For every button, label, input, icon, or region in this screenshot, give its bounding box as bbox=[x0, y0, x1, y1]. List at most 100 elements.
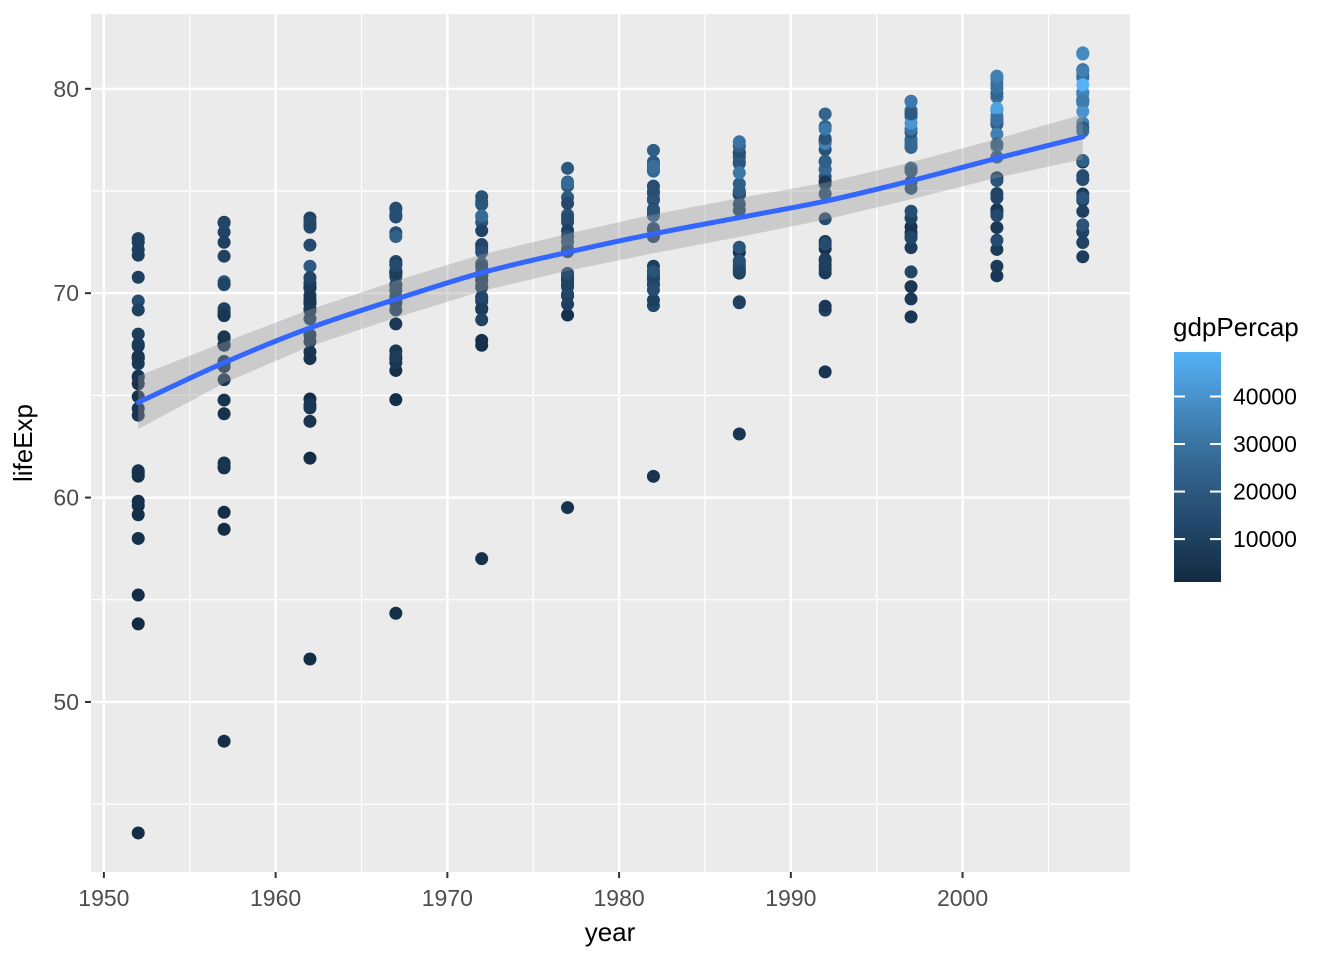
x-tick-label: 1960 bbox=[250, 885, 301, 911]
data-point bbox=[1076, 93, 1090, 107]
data-point bbox=[303, 238, 317, 252]
y-tick-label: 70 bbox=[53, 280, 79, 306]
data-point bbox=[131, 377, 145, 391]
data-point bbox=[131, 588, 145, 602]
data-point bbox=[561, 266, 575, 280]
confidence-ribbon bbox=[138, 114, 1083, 430]
grid-minor bbox=[91, 14, 1130, 872]
data-point bbox=[904, 231, 918, 245]
data-point bbox=[1076, 204, 1090, 218]
data-point bbox=[131, 232, 145, 246]
data-point bbox=[732, 135, 746, 149]
data-point bbox=[990, 269, 1004, 283]
data-point bbox=[131, 303, 145, 317]
data-point bbox=[561, 176, 575, 190]
data-point bbox=[303, 334, 317, 348]
data-point bbox=[990, 242, 1004, 256]
data-point bbox=[217, 734, 231, 748]
data-point bbox=[1076, 124, 1090, 138]
data-point bbox=[732, 296, 746, 310]
data-point bbox=[904, 241, 918, 255]
data-point bbox=[732, 264, 746, 278]
data-point bbox=[904, 265, 918, 279]
data-point bbox=[646, 143, 660, 157]
data-point bbox=[217, 505, 231, 519]
x-axis-title: year bbox=[585, 917, 636, 947]
data-point bbox=[990, 221, 1004, 235]
data-point bbox=[217, 393, 231, 407]
data-point bbox=[217, 522, 231, 536]
grid-major bbox=[91, 14, 1130, 872]
data-point bbox=[732, 240, 746, 254]
data-point bbox=[217, 225, 231, 239]
data-point bbox=[475, 313, 489, 327]
data-point bbox=[303, 652, 317, 666]
data-point bbox=[131, 294, 145, 308]
data-point bbox=[1076, 154, 1090, 168]
data-point bbox=[303, 451, 317, 465]
legend-colorbar: gdpPercap 10000 20000 30000 40000 bbox=[1173, 312, 1299, 582]
legend-tick-label: 30000 bbox=[1233, 431, 1297, 457]
data-point bbox=[561, 297, 575, 311]
data-point bbox=[904, 181, 918, 195]
data-point bbox=[1076, 191, 1090, 205]
data-point bbox=[131, 337, 145, 351]
legend-tick-label: 20000 bbox=[1233, 479, 1297, 505]
data-point bbox=[904, 139, 918, 153]
data-point bbox=[217, 309, 231, 323]
data-point bbox=[131, 531, 145, 545]
data-point bbox=[990, 233, 1004, 247]
data-point bbox=[1076, 218, 1090, 232]
data-point bbox=[475, 224, 489, 238]
data-point bbox=[475, 290, 489, 304]
data-point bbox=[389, 230, 403, 244]
legend-title: gdpPercap bbox=[1173, 312, 1299, 342]
trend-line bbox=[135, 134, 1086, 405]
data-point bbox=[904, 292, 918, 306]
data-point bbox=[217, 456, 231, 470]
data-point bbox=[217, 330, 231, 344]
data-point bbox=[303, 398, 317, 412]
data-point bbox=[990, 113, 1004, 127]
data-point bbox=[646, 469, 660, 483]
data-point bbox=[904, 95, 918, 109]
data-point bbox=[646, 204, 660, 218]
data-point bbox=[990, 101, 1004, 115]
y-tick-label: 50 bbox=[53, 689, 79, 715]
data-point bbox=[646, 265, 660, 279]
data-point bbox=[475, 552, 489, 566]
data-point bbox=[475, 279, 489, 293]
data-point bbox=[990, 191, 1004, 205]
data-point bbox=[990, 259, 1004, 273]
data-point bbox=[904, 280, 918, 294]
data-point bbox=[732, 203, 746, 217]
data-point bbox=[475, 302, 489, 316]
data-point bbox=[475, 209, 489, 223]
y-tick-label: 60 bbox=[53, 485, 79, 511]
data-point bbox=[131, 826, 145, 840]
data-point bbox=[389, 393, 403, 407]
data-point bbox=[818, 131, 832, 145]
data-point bbox=[990, 81, 1004, 95]
data-point bbox=[904, 164, 918, 178]
data-point bbox=[818, 175, 832, 189]
data-point bbox=[904, 220, 918, 234]
scatter-points bbox=[131, 46, 1090, 840]
data-point bbox=[131, 617, 145, 631]
data-point bbox=[732, 427, 746, 441]
data-point bbox=[990, 137, 1004, 151]
data-point bbox=[990, 127, 1004, 141]
data-point bbox=[475, 338, 489, 352]
data-point bbox=[217, 407, 231, 421]
data-point bbox=[1076, 47, 1090, 61]
data-point bbox=[131, 327, 145, 341]
data-point bbox=[389, 606, 403, 620]
x-tick-label: 1980 bbox=[594, 885, 645, 911]
data-point bbox=[131, 469, 145, 483]
data-point bbox=[389, 349, 403, 363]
data-point bbox=[990, 69, 1004, 83]
data-point bbox=[904, 204, 918, 218]
data-point bbox=[561, 196, 575, 210]
